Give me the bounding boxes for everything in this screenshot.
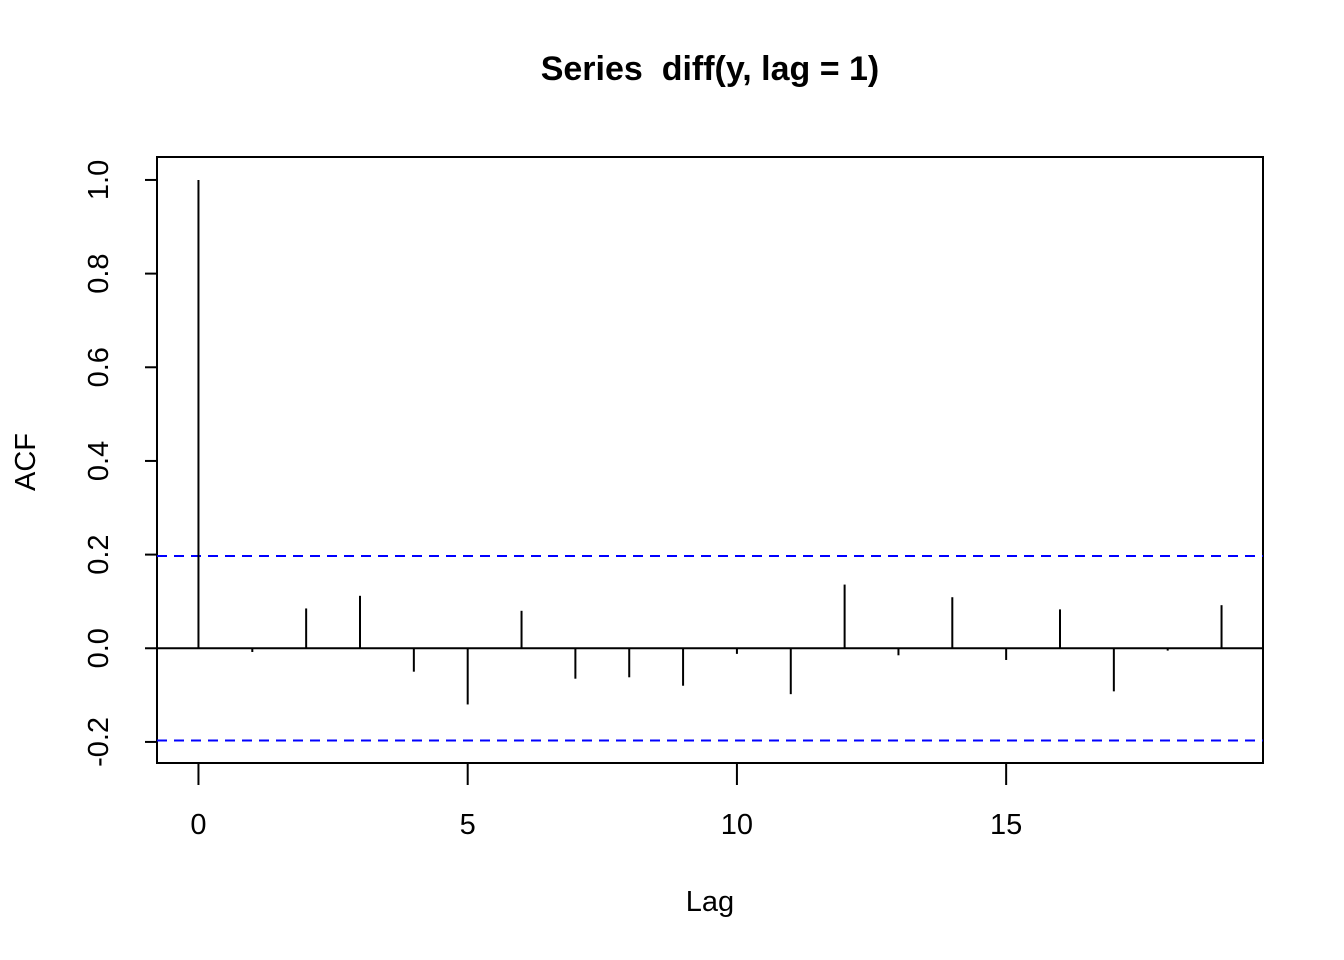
chart-title: Series diff(y, lag = 1): [541, 50, 880, 88]
x-tick-label: 5: [460, 809, 476, 841]
y-tick-label: 0.4: [83, 441, 115, 481]
confidence-bounds: [157, 555, 1263, 742]
y-tick-label: -0.2: [83, 717, 115, 767]
y-tick-label: 0.6: [83, 347, 115, 387]
x-axis: 0 5 10 15: [190, 762, 1022, 841]
x-axis-title: Lag: [686, 886, 734, 918]
acf-bars: [197, 179, 1223, 705]
y-tick-label: 0.2: [83, 534, 115, 574]
x-tick-label: 10: [721, 809, 753, 841]
y-axis: -0.2 0.0 0.2 0.4 0.6 0.8 1.0: [83, 160, 158, 767]
y-tick-label: 0.8: [83, 253, 115, 293]
y-axis-title: ACF: [10, 433, 42, 491]
plot-frame: [156, 156, 1264, 764]
x-tick-label: 15: [990, 809, 1022, 841]
y-tick-label: 1.0: [83, 160, 115, 200]
x-tick-label: 0: [190, 809, 206, 841]
y-tick-label: 0.0: [83, 628, 115, 668]
